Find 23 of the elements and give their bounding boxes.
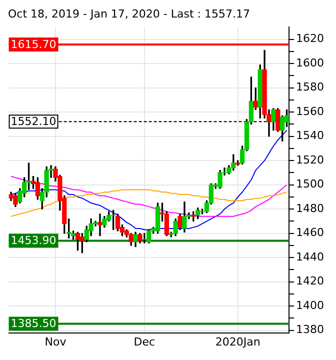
y-tick-label: 1380 xyxy=(296,323,324,336)
y-tick-label: 1500 xyxy=(296,178,324,191)
x-tick-label: Dec xyxy=(134,335,156,348)
y-tick-label: 1420 xyxy=(296,274,324,288)
y-tick-label: 1600 xyxy=(296,56,324,70)
y-tick-label: 1540 xyxy=(296,129,324,142)
y-tick-label: 1480 xyxy=(296,202,324,215)
x-tick-label: Nov xyxy=(44,335,67,348)
y-tick-label: 1580 xyxy=(296,80,324,94)
ref-line-label: 1615.70 xyxy=(10,38,56,51)
y-tick-label: 1400 xyxy=(296,298,324,312)
y-tick-label: 1460 xyxy=(296,226,324,240)
y-tick-label: 1620 xyxy=(296,32,324,46)
chart-title: Oct 18, 2019 - Jan 17, 2020 - Last : 1557.17 xyxy=(8,7,250,20)
y-tick-label: 1560 xyxy=(296,104,324,118)
x-tick-label: 2020Jan xyxy=(215,335,260,348)
candlestick xyxy=(98,214,102,236)
y-tick-label: 1440 xyxy=(296,250,324,264)
candlestick xyxy=(142,233,147,244)
y-tick-label: 1520 xyxy=(296,153,324,166)
ref-line-label: 1385.50 xyxy=(10,317,56,330)
ref-line-label: 1453.90 xyxy=(10,234,56,248)
ref-line-label: 1552.10 xyxy=(10,115,56,128)
